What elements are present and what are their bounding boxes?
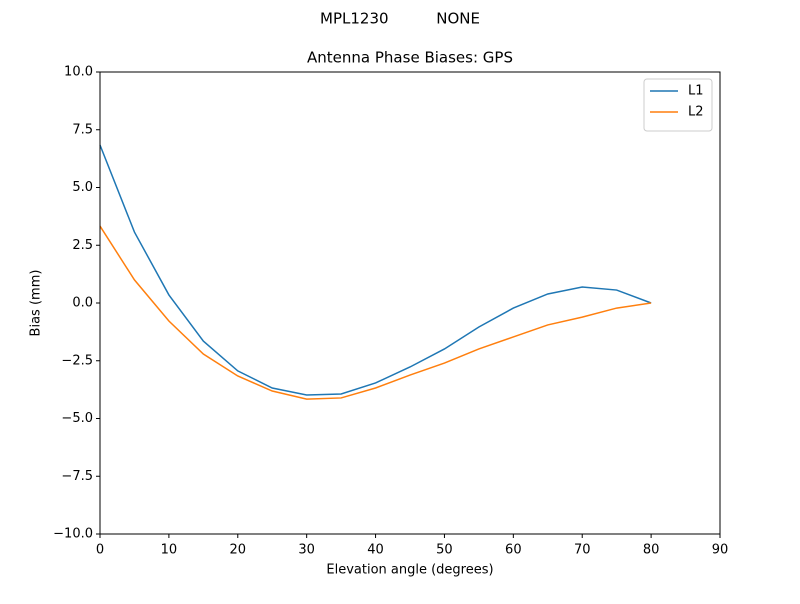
chart-title: Antenna Phase Biases: GPS: [307, 49, 513, 67]
x-tick-label: 60: [505, 543, 522, 558]
legend-label: L1: [688, 84, 704, 99]
y-tick-label: 0.0: [72, 296, 93, 311]
legend-label: L2: [688, 105, 704, 120]
y-tick-label: −10.0: [53, 527, 93, 542]
x-axis-label: Elevation angle (degrees): [326, 563, 493, 578]
y-tick-label: −2.5: [61, 353, 93, 368]
x-tick-label: 20: [230, 543, 247, 558]
y-axis-label: Bias (mm): [29, 270, 44, 337]
x-tick-label: 70: [574, 543, 591, 558]
y-tick-label: −5.0: [61, 411, 93, 426]
x-tick-label: 90: [712, 543, 729, 558]
y-tick-label: 10.0: [64, 65, 93, 80]
x-tick-label: 40: [367, 543, 384, 558]
x-tick-label: 0: [96, 543, 104, 558]
plot-frame: [99, 71, 721, 535]
y-tick-label: 2.5: [72, 238, 93, 253]
legend-box: [643, 78, 713, 132]
y-tick-label: 7.5: [72, 122, 93, 137]
y-tick-label: 5.0: [72, 180, 93, 195]
x-tick-label: 10: [161, 543, 178, 558]
line-series: [99, 144, 652, 396]
y-tick-label: −7.5: [61, 469, 93, 484]
suptitle: MPL1230 NONE: [320, 10, 480, 28]
x-tick-label: 30: [298, 543, 315, 558]
line-series: [99, 225, 652, 400]
x-tick-label: 80: [643, 543, 660, 558]
x-tick-label: 50: [436, 543, 453, 558]
